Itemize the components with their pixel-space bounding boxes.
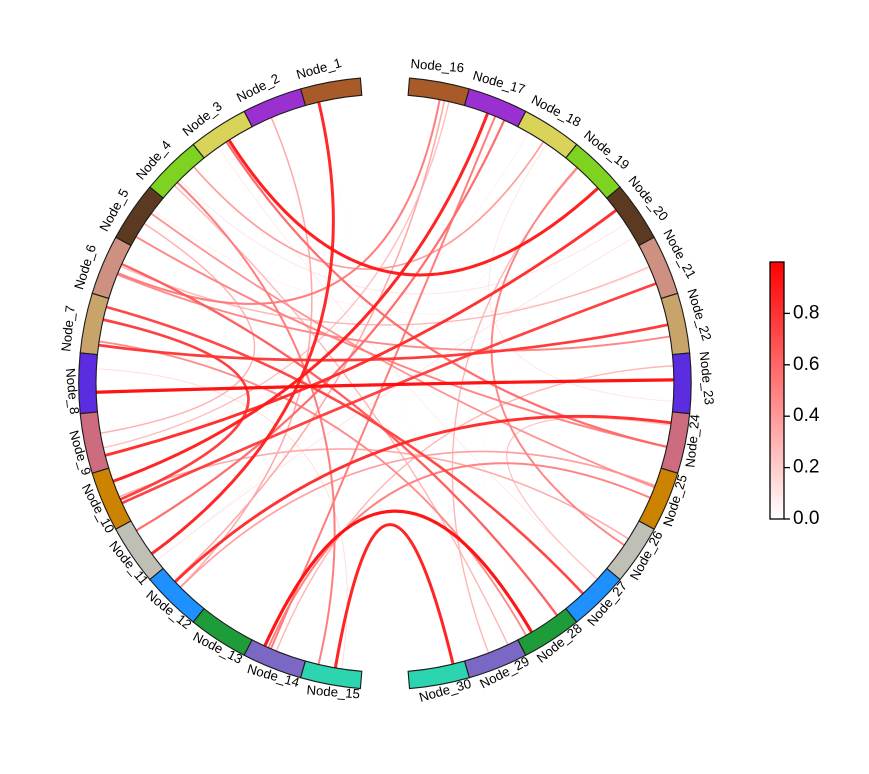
svg-text:Node_22: Node_22 [684,287,714,343]
svg-text:Node_8: Node_8 [63,368,83,415]
svg-text:Node_16: Node_16 [410,56,465,75]
svg-text:Node_23: Node_23 [697,351,717,406]
svg-text:Node_1: Node_1 [295,55,344,82]
svg-text:0.4: 0.4 [793,405,820,426]
svg-text:0.2: 0.2 [793,457,819,478]
svg-text:Node_7: Node_7 [58,305,78,352]
svg-text:0.8: 0.8 [793,302,819,323]
svg-text:Node_15: Node_15 [306,682,361,701]
svg-text:0.0: 0.0 [793,508,819,529]
svg-text:0.6: 0.6 [793,354,819,375]
